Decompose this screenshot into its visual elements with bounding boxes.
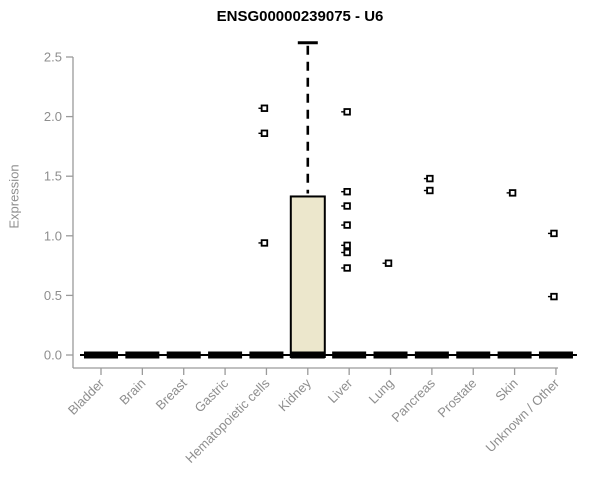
zero-box-breast xyxy=(166,351,201,359)
category-label-pancreas: Pancreas xyxy=(389,375,439,425)
y-tick-label: 1.0 xyxy=(44,228,62,243)
outlier-point-liver xyxy=(343,202,351,210)
category-label-breast: Breast xyxy=(153,375,190,412)
category-label-kidney: Kidney xyxy=(275,375,314,414)
y-tick-label: 2.5 xyxy=(44,50,62,65)
zero-box-lung xyxy=(373,351,408,359)
outlier-point-liver xyxy=(343,187,351,196)
chart-title: ENSG00000239075 - U6 xyxy=(216,8,384,25)
category-label-unknown-other: Unknown / Other xyxy=(482,375,562,455)
outlier-point-hematopoietic-cells xyxy=(260,239,269,247)
category-label-liver: Liver xyxy=(325,375,356,406)
category-label-skin: Skin xyxy=(492,376,520,404)
zero-box-unknown-other xyxy=(538,351,573,359)
outlier-point-liver xyxy=(343,248,351,257)
y-tick-label: 2.0 xyxy=(44,109,62,124)
zero-box-gastric xyxy=(208,351,243,359)
outlier-point-liver xyxy=(343,221,351,229)
zero-box-bladder xyxy=(84,351,118,359)
zero-box-skin xyxy=(497,351,532,359)
outlier-point-hematopoietic-cells xyxy=(260,104,269,112)
zero-box-liver xyxy=(332,351,367,359)
y-tick-label: 0.0 xyxy=(44,348,62,363)
category-label-prostate: Prostate xyxy=(435,376,480,421)
zero-box-prostate xyxy=(456,351,491,359)
outlier-point-unknown-other xyxy=(550,292,558,301)
outlier-point-liver xyxy=(343,108,351,116)
category-label-bladder: Bladder xyxy=(65,375,108,418)
outlier-point-skin xyxy=(508,189,517,197)
category-label-brain: Brain xyxy=(116,376,148,408)
outlier-point-lung xyxy=(384,259,393,267)
category-label-lung: Lung xyxy=(366,376,397,407)
outlier-point-pancreas xyxy=(426,174,434,183)
zero-box-brain xyxy=(125,351,160,359)
box-kidney xyxy=(289,195,326,358)
category-label-gastric: Gastric xyxy=(191,375,231,415)
y-tick-label: 1.5 xyxy=(44,169,62,184)
zero-box-pancreas xyxy=(414,351,449,359)
outlier-point-liver xyxy=(343,241,351,250)
outlier-point-hematopoietic-cells xyxy=(260,129,269,137)
outlier-point-pancreas xyxy=(426,186,434,195)
outlier-point-liver xyxy=(343,264,351,272)
y-tick-label: 0.5 xyxy=(44,288,62,303)
zero-box-hematopoietic-cells xyxy=(249,351,284,359)
outlier-point-unknown-other xyxy=(550,229,558,238)
zero-box-kidney xyxy=(290,351,325,359)
